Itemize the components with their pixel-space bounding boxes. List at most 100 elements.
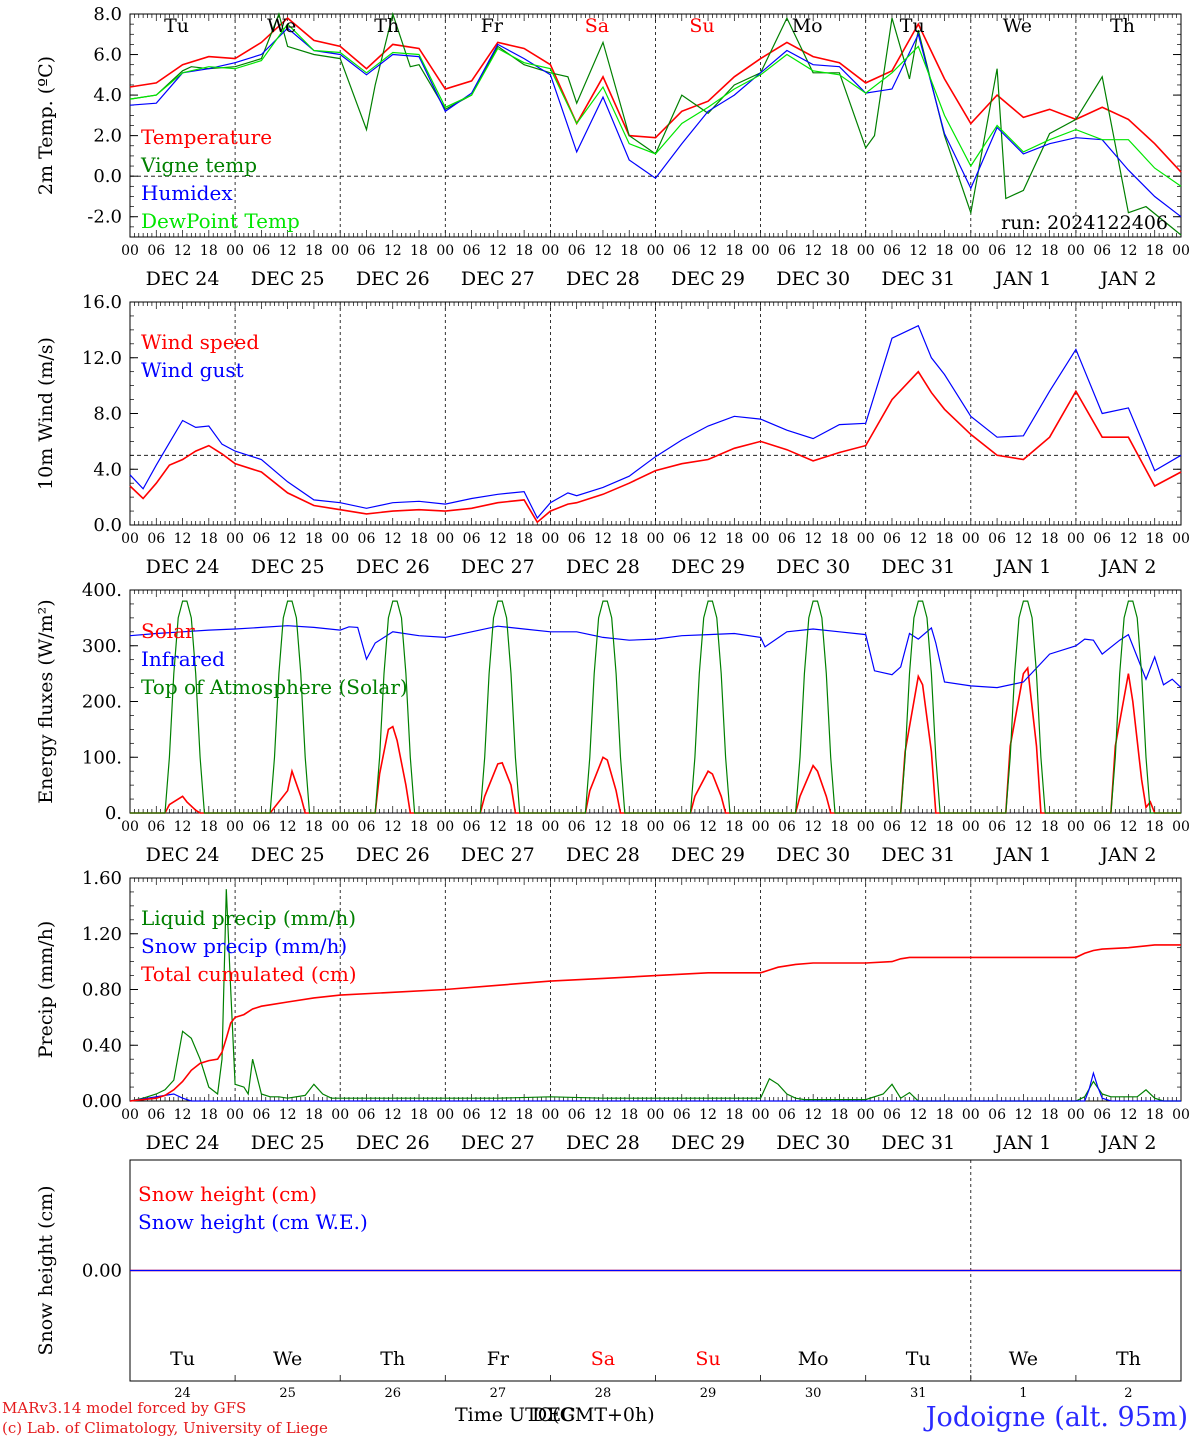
x-hour-label: 12 [279, 243, 297, 259]
x-hour-label: 18 [725, 531, 743, 547]
x-hour-label: 00 [121, 1107, 139, 1123]
legend-entry: Liquid precip (mm/h) [141, 906, 356, 930]
x-hour-label: 06 [673, 1107, 691, 1123]
x-hour-label: 00 [331, 531, 349, 547]
legend-entry: Total cumulated (cm) [141, 962, 357, 986]
x-hour-label: 12 [489, 531, 507, 547]
x-hour-label: 18 [936, 531, 954, 547]
x-hour-label: 12 [1014, 1107, 1032, 1123]
x-hour-label: 00 [857, 819, 875, 835]
x-hour-label: 06 [358, 531, 376, 547]
x-hour-label: 12 [1014, 819, 1032, 835]
x-hour-label: 00 [121, 819, 139, 835]
x-hour-label: 12 [384, 243, 402, 259]
x-hour-label: 00 [121, 243, 139, 259]
x-hour-label: 06 [568, 243, 586, 259]
x-day-number-label: 25 [279, 1386, 296, 1401]
x-hour-label: 00 [1067, 243, 1085, 259]
day-of-week-label: Th [380, 1348, 405, 1370]
x-date-label: DEC 30 [776, 268, 850, 290]
x-date-label: DEC 28 [566, 844, 640, 866]
time-axis-overlay-text: DEC [532, 1404, 576, 1426]
series-line-2 [129, 27, 1182, 218]
y-tick-label: 0.0 [93, 515, 122, 536]
x-hour-label: 18 [1146, 819, 1164, 835]
x-hour-label: 00 [1172, 819, 1190, 835]
x-hour-label: 06 [988, 243, 1006, 259]
y-tick-label: 0.00 [82, 1091, 122, 1112]
x-hour-label: 06 [1093, 1107, 1111, 1123]
series-line-1 [129, 11, 1182, 236]
x-date-label: DEC 31 [881, 844, 955, 866]
x-date-label: DEC 26 [356, 556, 430, 578]
x-hour-label: 00 [226, 819, 244, 835]
x-hour-label: 00 [1067, 1107, 1085, 1123]
legend-entry: Solar [141, 619, 195, 643]
day-of-week-label: Tu [170, 1348, 195, 1370]
series-line-1 [129, 324, 1182, 520]
model-credit: MARv3.14 model forced by GFS [2, 1399, 247, 1417]
x-hour-label: 18 [200, 1107, 218, 1123]
x-hour-label: 12 [699, 1107, 717, 1123]
x-hour-label: 06 [1093, 531, 1111, 547]
x-date-label: DEC 29 [671, 268, 745, 290]
legend-entry: Snow precip (mm/h) [141, 934, 347, 958]
x-date-label: JAN 1 [993, 844, 1051, 866]
day-of-week-label: Su [695, 1348, 720, 1370]
x-date-label: DEC 30 [776, 556, 850, 578]
day-of-week-label: We [267, 15, 296, 37]
x-date-label: DEC 29 [671, 844, 745, 866]
y-tick-label: 0.00 [82, 1261, 122, 1282]
x-hour-label: 00 [1067, 531, 1085, 547]
day-of-week-label: Th [374, 15, 399, 37]
y-tick-label: 0. [105, 803, 122, 824]
run-label: run: 2024122406 [1001, 212, 1168, 234]
x-date-label: DEC 26 [356, 268, 430, 290]
y-tick-label: 0.40 [82, 1035, 122, 1056]
x-hour-label: 06 [147, 531, 165, 547]
x-hour-label: 18 [831, 243, 849, 259]
x-hour-label: 12 [909, 819, 927, 835]
x-hour-label: 12 [279, 819, 297, 835]
y-tick-label: 2.0 [93, 126, 122, 147]
day-of-week-label: Th [1110, 15, 1135, 37]
x-hour-label: 18 [936, 243, 954, 259]
x-date-label: JAN 2 [1098, 268, 1156, 290]
x-date-label: DEC 25 [251, 844, 325, 866]
plot-frame [129, 301, 1182, 526]
x-date-label: DEC 29 [671, 556, 745, 578]
x-hour-label: 00 [436, 819, 454, 835]
x-date-label: DEC 29 [671, 1132, 745, 1154]
x-date-label: DEC 25 [251, 268, 325, 290]
x-hour-label: 00 [1172, 243, 1190, 259]
legend-entry: Temperature [141, 125, 272, 149]
y-tick-label: 6.0 [93, 45, 122, 66]
x-hour-label: 12 [594, 243, 612, 259]
x-hour-label: 06 [988, 531, 1006, 547]
x-date-label: DEC 26 [356, 844, 430, 866]
x-day-number-label: 2 [1124, 1386, 1132, 1401]
y-tick-label: 400. [82, 580, 122, 601]
x-date-label: DEC 28 [566, 556, 640, 578]
x-hour-label: 12 [594, 819, 612, 835]
x-hour-label: 12 [909, 531, 927, 547]
x-hour-label: 06 [883, 819, 901, 835]
x-date-label: DEC 24 [146, 268, 220, 290]
day-of-week-label: Fr [487, 1348, 510, 1370]
x-hour-label: 18 [1041, 1107, 1059, 1123]
x-hour-label: 12 [909, 1107, 927, 1123]
x-hour-label: 12 [1014, 243, 1032, 259]
x-hour-label: 18 [1146, 1107, 1164, 1123]
x-hour-label: 06 [463, 243, 481, 259]
x-date-label: DEC 30 [776, 1132, 850, 1154]
x-hour-label: 18 [1041, 819, 1059, 835]
x-day-number-label: 24 [174, 1386, 191, 1401]
x-date-label: JAN 1 [993, 556, 1051, 578]
x-hour-label: 12 [594, 531, 612, 547]
x-hour-label: 00 [962, 531, 980, 547]
x-hour-label: 12 [279, 531, 297, 547]
x-date-label: DEC 31 [881, 1132, 955, 1154]
y-tick-label: 300. [82, 636, 122, 657]
x-hour-label: 18 [620, 243, 638, 259]
y-tick-label: 0.80 [82, 980, 122, 1001]
